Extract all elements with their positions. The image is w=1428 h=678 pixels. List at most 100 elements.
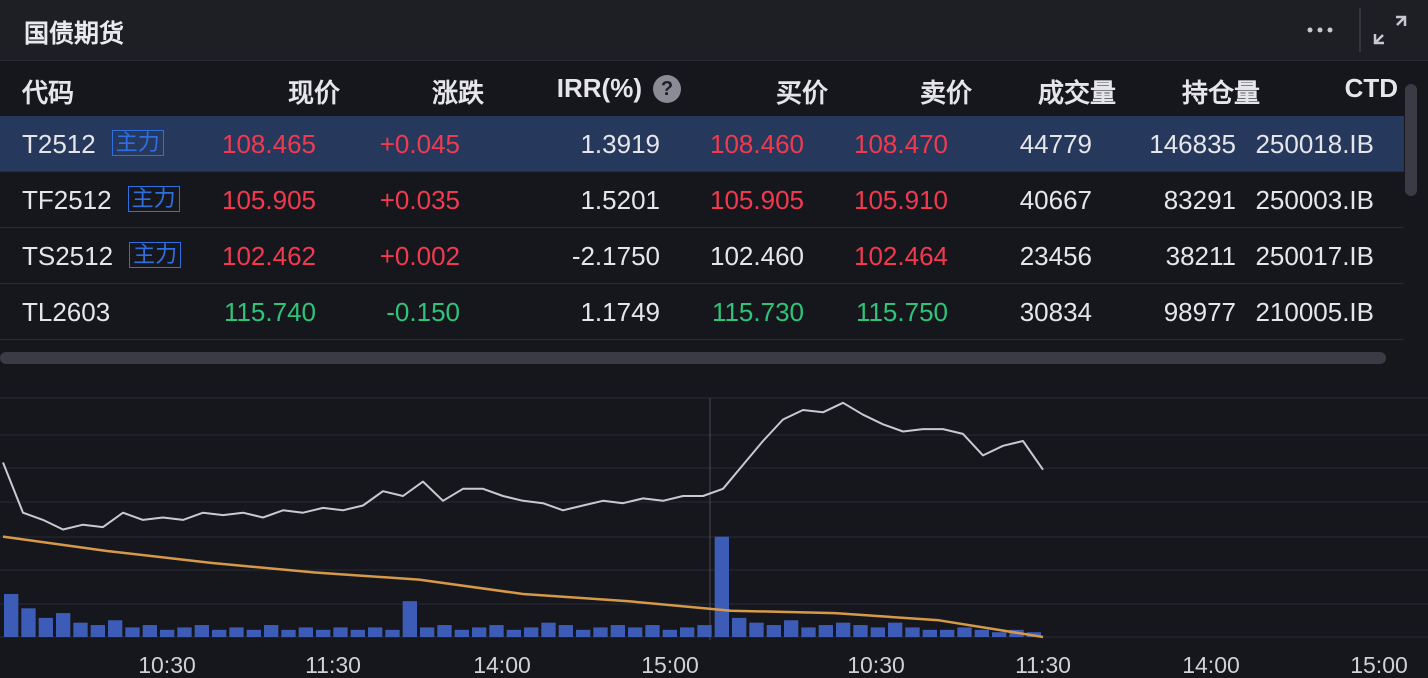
table-row[interactable]: T2512 主力 108.465 +0.045 1.3919 108.460 108.470… [0, 116, 1404, 172]
volume-bar [229, 627, 244, 637]
quote-cell: 38211 [1165, 241, 1236, 271]
volume-bar [177, 627, 192, 637]
column-header: 现价 [287, 78, 340, 108]
x-tick-label: 15:00 [1350, 652, 1408, 678]
price-line [2, 401, 1044, 531]
quote-cell: 40667 [1019, 185, 1092, 215]
v-scrollbar[interactable] [1405, 84, 1417, 196]
volume-bar [697, 625, 712, 637]
quote-cell: -0.150 [386, 297, 460, 327]
average-line [2, 535, 1044, 639]
quote-cell: 83291 [1163, 185, 1236, 215]
volume-bar [593, 627, 608, 637]
column-header: 持仓量 [1181, 78, 1260, 108]
volume-bar [732, 617, 747, 637]
volume-bar [56, 613, 71, 637]
quote-cell: 250018.IB [1255, 129, 1374, 159]
volume-bar [662, 629, 677, 637]
main-contract-tag: 主力 [129, 242, 182, 268]
contract-code: TL2603 [22, 297, 111, 327]
quote-cell: 115.740 [223, 297, 316, 327]
main-contract-tag: 主力 [111, 130, 164, 156]
table-row[interactable]: TS2512 主力 102.462 +0.002 -2.1750 102.460 102.4… [0, 228, 1404, 284]
help-icon[interactable]: ? [653, 75, 681, 103]
quote-cell: 30834 [1019, 297, 1092, 327]
volume-bar [1009, 629, 1024, 637]
more-button[interactable] [1307, 27, 1333, 33]
volume-bar [385, 629, 400, 637]
volume-bar [264, 625, 279, 637]
quote-cell: 23456 [1019, 241, 1092, 271]
volume-bar [298, 627, 313, 637]
volume-bar [870, 627, 885, 637]
column-header: CTD [1344, 73, 1398, 103]
quote-cell: 44779 [1019, 129, 1092, 159]
quote-cell: 105.905 [222, 185, 316, 215]
quote-cell: 108.460 [710, 129, 804, 159]
volume-bar [316, 629, 331, 637]
quote-cell: 250003.IB [1255, 185, 1374, 215]
quote-cell: +0.045 [379, 129, 460, 159]
volume-bar [940, 629, 955, 637]
quote-cell: 1.1749 [580, 297, 660, 327]
column-header: 买价 [775, 78, 828, 108]
column-header: 涨跌 [431, 78, 484, 108]
quote-cell: 102.460 [710, 241, 804, 271]
x-tick-label: 14:00 [473, 652, 531, 678]
volume-bar [489, 625, 504, 637]
volume-bar [472, 627, 487, 637]
x-tick-label: 10:30 [138, 652, 196, 678]
volume-bar [454, 629, 469, 637]
x-tick-label: 15:00 [641, 652, 699, 678]
quote-cell: 115.750 [855, 297, 948, 327]
volume-bar [38, 617, 53, 637]
panel-title: 国债期货 [24, 20, 125, 48]
volume-bar [801, 627, 816, 637]
volume-bar [558, 625, 573, 637]
volume-bar [90, 625, 105, 637]
volume-bar [645, 625, 660, 637]
x-tick-label: 11:30 [305, 652, 361, 678]
volume-bar [350, 629, 365, 637]
quote-cell: 108.470 [854, 129, 948, 159]
quote-cell: -2.1750 [571, 241, 660, 271]
volume-bar [73, 622, 88, 637]
volume-bar [992, 632, 1007, 637]
volume-bar [541, 622, 556, 637]
volume-bar [194, 625, 209, 637]
volume-bar [628, 627, 643, 637]
column-header: 卖价 [919, 78, 972, 108]
volume-bar [437, 625, 452, 637]
quote-cell: 105.905 [710, 185, 804, 215]
volume-bar [524, 627, 539, 637]
expand-button[interactable] [1373, 15, 1407, 45]
volume-bar [142, 625, 157, 637]
quote-cell: 105.910 [854, 185, 948, 215]
volume-bar [1026, 632, 1041, 637]
volume-bar [212, 629, 227, 637]
table-row[interactable]: TL2603 115.740 -0.150 1.1749 115.730 115.750 3… [0, 284, 1404, 340]
volume-bar [576, 629, 591, 637]
volume-bar [818, 625, 833, 637]
volume-bar [368, 627, 383, 637]
volume-bar [610, 625, 625, 637]
quote-cell: +0.035 [379, 185, 460, 215]
h-scrollbar[interactable] [0, 352, 1386, 364]
volume-bar [246, 629, 261, 637]
quote-cell: 102.464 [854, 241, 948, 271]
table-row[interactable]: TF2512 主力 105.905 +0.035 1.5201 105.905 105.91… [0, 172, 1404, 228]
volume-bar [957, 627, 972, 637]
panel-header: 国债期货 [0, 0, 1428, 61]
volume-bar [420, 627, 435, 637]
quote-cell: 1.5201 [580, 185, 660, 215]
column-header: 代码 [22, 78, 75, 108]
x-tick-label: 10:30 [847, 652, 905, 678]
volume-bar [836, 622, 851, 637]
volume-bar [974, 629, 989, 637]
volume-bar [333, 627, 348, 637]
volume-bar [21, 608, 36, 637]
volume-bar [905, 627, 920, 637]
volume-bar [922, 629, 937, 637]
quote-cell: 102.462 [222, 241, 316, 271]
